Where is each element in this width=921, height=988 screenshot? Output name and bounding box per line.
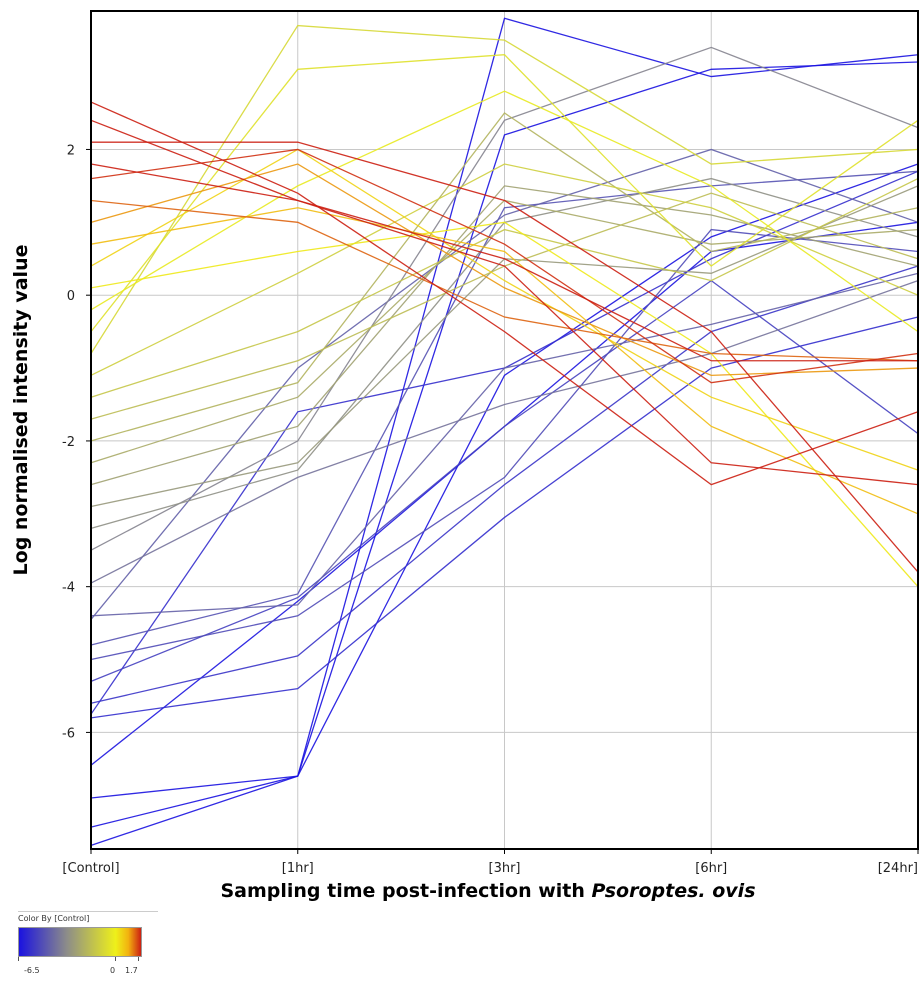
y-tick-label: -6 (62, 726, 75, 741)
y-tick-label: -4 (62, 581, 75, 596)
series-line-8 (90, 279, 919, 683)
series-line-31 (90, 148, 919, 384)
y-tick-label: -2 (62, 435, 75, 450)
series-line-28 (90, 207, 919, 515)
series-line-30 (90, 199, 919, 362)
color-legend-title: Color By [Control] (18, 914, 90, 923)
series-line-17 (90, 185, 919, 486)
series-line-10 (90, 170, 919, 646)
x-axis-ticks: [Control] [1hr] [3hr] [6hr] [24hr] (62, 849, 919, 876)
series-line-33 (91, 141, 919, 573)
series-line-2 (90, 61, 919, 828)
legend-separator (18, 911, 158, 912)
grid-lines (90, 11, 919, 849)
series-line-13 (90, 280, 919, 584)
series-line-3 (90, 163, 919, 799)
legend-max-label: 1.7 (125, 966, 138, 975)
x-axis-title-species: Psoroptes. ovis (592, 880, 756, 902)
x-tick-label: [6hr] (695, 861, 727, 876)
x-axis-title-text: Sampling time post-infection with (220, 880, 591, 902)
series-line-7 (90, 265, 919, 704)
legend-tickmark-min (18, 957, 19, 961)
series-line-1 (90, 17, 919, 846)
series-line-11 (90, 148, 919, 620)
series-line-35 (90, 101, 919, 486)
x-tick-label: [24hr] (878, 861, 918, 876)
series-line-34 (90, 119, 918, 362)
series-line-24 (90, 54, 919, 333)
x-tick-label: [1hr] (282, 861, 314, 876)
series-line-23 (90, 24, 919, 354)
series-lines (90, 17, 919, 846)
x-axis-title: Sampling time post-infection with Psorop… (220, 880, 755, 902)
y-tick-label: 0 (67, 289, 75, 304)
series-line-22 (90, 163, 919, 376)
legend-mid-label: 0 (110, 966, 116, 975)
y-axis-ticks: 2 0 -2 -4 -6 (62, 143, 91, 741)
legend-min-label: -6.5 (24, 966, 40, 975)
series-line-25 (90, 90, 919, 333)
y-axis-title: Log normalised intensity value (10, 245, 32, 576)
series-line-32 (90, 163, 919, 486)
series-line-5 (90, 316, 919, 719)
legend-tickmark-max (138, 957, 139, 961)
color-legend-gradient (18, 927, 142, 957)
series-line-26 (90, 221, 919, 588)
series-line-12 (90, 272, 919, 617)
x-tick-label: [Control] (62, 861, 119, 876)
series-line-21 (90, 178, 919, 398)
legend-tickmark-mid (115, 957, 116, 961)
y-tick-label: 2 (67, 143, 75, 158)
x-tick-label: [3hr] (489, 861, 521, 876)
